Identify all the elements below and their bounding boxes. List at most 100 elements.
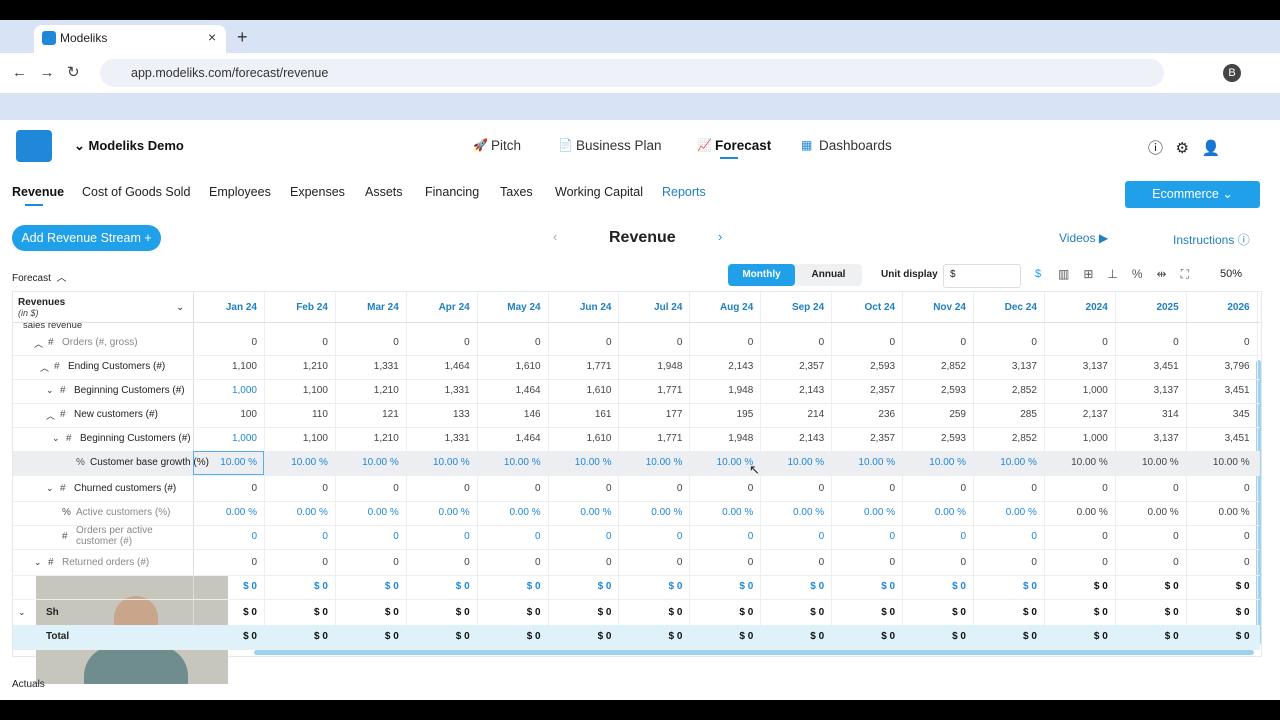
cell[interactable]: 10.00 %: [291, 457, 328, 468]
module-tab[interactable]: Assets: [365, 185, 403, 199]
cell[interactable]: 10.00 %: [929, 457, 966, 468]
header-icons[interactable]: ⓘ ⚙ 👤: [1148, 140, 1221, 157]
row-toggle[interactable]: ︿: [46, 411, 56, 421]
row-line: [13, 525, 1260, 526]
cell: 1,000: [231, 433, 257, 444]
tab-close[interactable]: ×: [208, 29, 217, 45]
section[interactable]: Forecast ︿: [12, 273, 67, 284]
cell: 1,948: [728, 385, 754, 396]
cell: 0: [676, 337, 683, 348]
cell: $ 0: [881, 631, 896, 642]
new-tab[interactable]: +: [237, 27, 248, 47]
cell[interactable]: 10.00 %: [1212, 457, 1250, 468]
module-tab[interactable]: Working Capital: [555, 185, 644, 199]
row-toggle[interactable]: ⌄: [46, 385, 54, 395]
module-tab[interactable]: Reports: [662, 185, 706, 199]
row-label: Customer base growth (%): [90, 457, 209, 468]
module-tab[interactable]: Revenue: [12, 185, 65, 199]
column-header: Nov 24: [933, 302, 966, 313]
row-toggle[interactable]: ⌄: [34, 557, 42, 567]
tool-icons[interactable]: ▥⊞⊥%⇹⛶: [1058, 267, 1203, 281]
annual[interactable]: Annual: [811, 269, 846, 280]
cell[interactable]: 10.00 %: [1000, 457, 1037, 468]
row-toggle[interactable]: ⌄: [46, 483, 54, 493]
cell: 0: [251, 483, 257, 494]
cell: 0: [605, 483, 612, 494]
cell[interactable]: 10.00 %: [362, 457, 399, 468]
monthly[interactable]: Monthly: [728, 264, 795, 286]
cell: $ 0: [952, 631, 966, 642]
cell: $ 0: [1022, 607, 1037, 618]
module-tab[interactable]: Financing: [425, 185, 480, 199]
row-toggle[interactable]: ⌄: [18, 607, 26, 617]
unit-select[interactable]: [943, 264, 1021, 288]
row-label: New customers (#): [74, 409, 158, 420]
footer-section[interactable]: Actuals: [12, 679, 45, 690]
currency-icon[interactable]: $: [1035, 268, 1042, 280]
column-header: Sep 24: [791, 302, 825, 313]
add-button[interactable]: Add Revenue Stream +: [12, 225, 161, 251]
prev[interactable]: ‹: [553, 229, 558, 244]
next[interactable]: ›: [718, 229, 723, 244]
nav-icon[interactable]: 📈: [697, 138, 712, 152]
nav-item[interactable]: Pitch: [491, 138, 522, 153]
cell: 1,610: [515, 361, 541, 372]
v-scrollbar[interactable]: [1256, 360, 1261, 645]
row-toggle[interactable]: ︿: [34, 339, 44, 349]
address-bar[interactable]: [100, 59, 1164, 87]
cell: 0.00 %: [225, 507, 257, 518]
company[interactable]: ⌄ Modeliks Demo: [74, 138, 184, 153]
add-label: Add Revenue Stream: [21, 231, 141, 245]
row-prefix: #: [60, 409, 66, 420]
cell: $ 0: [1164, 607, 1179, 618]
module-tab[interactable]: Employees: [209, 185, 271, 199]
nav-buttons[interactable]: ← → ↻: [12, 64, 80, 81]
cell: $ 0: [1235, 631, 1250, 642]
module-tab[interactable]: Cost of Goods Sold: [82, 185, 191, 199]
row-line: [13, 649, 1260, 650]
row-line: [13, 549, 1260, 550]
row-toggle[interactable]: ⌄: [52, 433, 60, 443]
nav-icon[interactable]: 🚀: [473, 138, 488, 152]
cell[interactable]: 10.00 %: [1141, 457, 1179, 468]
cell[interactable]: 10.00 %: [503, 457, 541, 468]
profile[interactable]: B: [1223, 64, 1241, 82]
cell[interactable]: 10.00 %: [432, 457, 470, 468]
row-label: Sh: [46, 607, 59, 618]
module-tab[interactable]: Taxes: [500, 185, 533, 199]
cell: 2,137: [1082, 409, 1108, 420]
nav-item[interactable]: Business Plan: [576, 138, 662, 153]
instructions[interactable]: Instructions ⓘ: [1173, 233, 1250, 247]
videos[interactable]: Videos ▶: [1059, 231, 1109, 245]
cell: 100: [240, 409, 257, 420]
cell[interactable]: 10.00 %: [574, 457, 612, 468]
cell: 2,852: [1011, 433, 1037, 444]
nav-item[interactable]: Dashboards: [819, 138, 892, 153]
cell: $ 0: [668, 631, 683, 642]
cell: 0: [1244, 483, 1250, 494]
nav-icon[interactable]: 📄: [558, 138, 573, 152]
cell: $ 0: [1164, 581, 1179, 592]
cell[interactable]: 10.00 %: [220, 457, 257, 468]
nav-item[interactable]: Forecast: [715, 138, 772, 153]
h-scrollbar[interactable]: [254, 650, 1254, 655]
url: app.modeliks.com/forecast/revenue: [131, 66, 329, 80]
cell: 0: [1244, 557, 1250, 568]
module-tab[interactable]: Expenses: [290, 185, 345, 199]
cell: $ 0: [810, 607, 825, 618]
cell[interactable]: 10.00 %: [645, 457, 683, 468]
cell: 0.00 %: [1076, 507, 1108, 518]
browser-tab[interactable]: [34, 25, 226, 53]
nav-icon[interactable]: ▦: [801, 138, 813, 152]
cell[interactable]: 10.00 %: [716, 457, 754, 468]
collapse-all[interactable]: ⌄: [176, 302, 185, 313]
cell[interactable]: 10.00 %: [1071, 457, 1108, 468]
template-button[interactable]: Ecommerce ⌄: [1125, 181, 1260, 208]
cell[interactable]: 10.00 %: [858, 457, 896, 468]
cell[interactable]: 10.00 %: [787, 457, 825, 468]
row-line: [13, 355, 1260, 356]
row-toggle[interactable]: ︿: [40, 363, 50, 373]
column-header: Jul 24: [654, 302, 683, 313]
selected-cell[interactable]: [193, 451, 264, 475]
logo[interactable]: [16, 130, 52, 162]
